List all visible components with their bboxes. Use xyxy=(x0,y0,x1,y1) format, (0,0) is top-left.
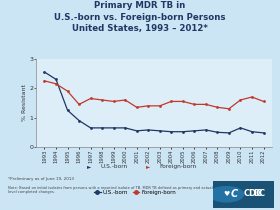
Text: Note: Based on initial isolates from persons with a reported isolate of TB. MDR : Note: Based on initial isolates from per… xyxy=(8,186,213,194)
Circle shape xyxy=(209,187,244,202)
Text: Foreign-born: Foreign-born xyxy=(160,164,197,169)
Text: Primary MDR TB in: Primary MDR TB in xyxy=(94,1,186,10)
Text: United States, 1993 – 2012*: United States, 1993 – 2012* xyxy=(72,24,208,33)
Text: U.S.-born: U.S.-born xyxy=(101,164,128,169)
Text: C: C xyxy=(231,189,238,199)
Text: DC: DC xyxy=(253,189,265,198)
Text: ►: ► xyxy=(146,164,151,169)
Text: ♥: ♥ xyxy=(223,191,230,197)
Legend: U.S.-born, Foreign-born: U.S.-born, Foreign-born xyxy=(92,188,179,197)
Text: CDC: CDC xyxy=(243,189,262,198)
Text: *Preliminary as of June 19, 2013: *Preliminary as of June 19, 2013 xyxy=(8,177,74,181)
Text: ►: ► xyxy=(87,164,92,169)
Y-axis label: % Resistant: % Resistant xyxy=(22,84,27,121)
Text: U.S.-born vs. Foreign-born Persons: U.S.-born vs. Foreign-born Persons xyxy=(54,13,226,22)
